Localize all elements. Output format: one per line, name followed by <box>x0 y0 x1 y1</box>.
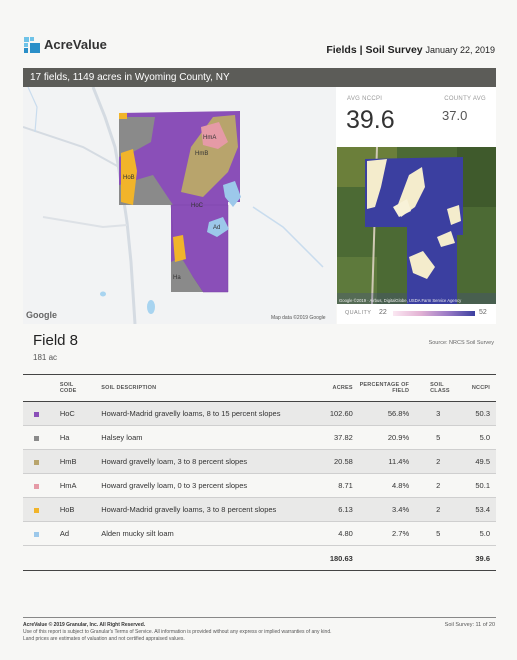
table-row: Ad Alden mucky silt loam 4.80 2.7% 5 5.0 <box>23 521 496 546</box>
soil-acres: 37.82 <box>301 425 354 450</box>
map-label-hoc: HoC <box>191 203 204 209</box>
soil-nccpi: 49.5 <box>470 449 496 474</box>
soil-color-swatch <box>34 507 39 513</box>
soil-percentage: 3.4% <box>353 497 411 522</box>
soil-code: Ha <box>58 425 101 450</box>
map-label-hma: HmA <box>203 135 216 141</box>
table-row: HmB Howard gravelly loam, 3 to 8 percent… <box>23 449 496 474</box>
soil-description: Halsey loam <box>100 425 302 450</box>
field-title: Field 8 <box>33 332 79 349</box>
soil-color-swatch <box>34 531 39 537</box>
soil-class: 3 <box>410 401 471 426</box>
header-title: Fields | Soil Survey January 22, 2019 <box>326 44 495 56</box>
col-acres: ACRES <box>301 374 354 402</box>
total-acres: 180.63 <box>301 545 354 571</box>
map-label-ad: Ad <box>213 225 220 231</box>
avg-nccpi-value: 39.6 <box>346 106 395 134</box>
satellite-attribution: Google ©2019 · Airbus, DigitalGlobe, USD… <box>339 298 462 303</box>
footer-text: AcreValue © 2019 Granular, Inc. All Righ… <box>23 622 332 644</box>
soil-percentage: 2.7% <box>353 521 411 546</box>
soil-code: HoC <box>58 401 101 426</box>
soil-percentage: 56.8% <box>353 401 411 426</box>
soil-map-drawing: HmA HmB HoB HoC Ad Ha <box>23 87 324 324</box>
source-note: Source: NRCS Soil Survey <box>428 340 494 346</box>
table-row: HoC Howard-Madrid gravelly loams, 8 to 1… <box>23 401 496 426</box>
col-nccpi: NCCPI <box>470 374 496 402</box>
soil-color-swatch <box>34 411 39 417</box>
page-number: Soil Survey: 11 of 20 <box>444 622 495 628</box>
map-attribution: Map data ©2019 Google <box>271 315 326 321</box>
soil-nccpi: 5.0 <box>470 425 496 450</box>
soil-code: HmA <box>58 473 101 498</box>
soil-map[interactable]: HmA HmB HoB HoC Ad Ha Google Map data ©2… <box>23 87 336 324</box>
col-soil-code: SOIL CODE <box>58 374 101 402</box>
map-label-ha: Ha <box>173 275 181 281</box>
soil-color-swatch <box>34 459 39 465</box>
col-soil-description: SOIL DESCRIPTION <box>100 374 302 402</box>
soil-description: Howard-Madrid gravelly loams, 8 to 15 pe… <box>100 401 302 426</box>
satellite-view[interactable]: Google ©2019 · Airbus, DigitalGlobe, USD… <box>337 147 496 304</box>
soil-acres: 20.58 <box>301 449 354 474</box>
soil-class: 5 <box>410 425 471 450</box>
total-nccpi: 39.6 <box>470 545 496 571</box>
soil-description: Howard gravelly loam, 3 to 8 percent slo… <box>100 449 302 474</box>
soil-nccpi: 50.1 <box>470 473 496 498</box>
soil-acres: 6.13 <box>301 497 354 522</box>
totals-row: 180.63 39.6 <box>23 545 496 571</box>
field-acres: 181 ac <box>33 353 58 362</box>
map-label-hob: HoB <box>123 175 135 181</box>
soil-class: 2 <box>410 473 471 498</box>
soil-percentage: 20.9% <box>353 425 411 450</box>
acrevalue-logo-icon <box>24 37 40 53</box>
table-row: Ha Halsey loam 37.82 20.9% 5 5.0 <box>23 425 496 450</box>
section-title: Fields | Soil Survey <box>326 44 423 56</box>
report-date: January 22, 2019 <box>425 45 495 55</box>
soil-table: SOIL CODE SOIL DESCRIPTION ACRES PERCENTA… <box>23 374 496 571</box>
soil-code: HmB <box>58 449 101 474</box>
col-percentage: PERCENTAGE OF FIELD <box>353 374 411 402</box>
soil-nccpi: 53.4 <box>470 497 496 522</box>
soil-nccpi: 50.3 <box>470 401 496 426</box>
soil-description: Howard gravelly loam, 0 to 3 percent slo… <box>100 473 302 498</box>
county-avg-label: COUNTY AVG <box>444 96 486 102</box>
logo-text: AcreValue <box>44 37 107 52</box>
soil-description: Howard-Madrid gravelly loams, 3 to 8 per… <box>100 497 302 522</box>
nccpi-stats: AVG NCCPI 39.6 COUNTY AVG 37.0 <box>336 87 496 147</box>
table-row: HmA Howard gravelly loam, 0 to 3 percent… <box>23 473 496 498</box>
soil-acres: 4.80 <box>301 521 354 546</box>
google-watermark: Google <box>26 310 57 320</box>
footer-terms: Use of this report is subject to Granula… <box>23 629 332 636</box>
quality-max: 52 <box>479 309 487 316</box>
table-header-row: SOIL CODE SOIL DESCRIPTION ACRES PERCENTA… <box>23 374 496 402</box>
soil-acres: 8.71 <box>301 473 354 498</box>
footer-divider <box>23 617 496 618</box>
summary-banner: 17 fields, 1149 acres in Wyoming County,… <box>23 68 496 87</box>
quality-label: QUALITY <box>345 310 372 316</box>
soil-percentage: 11.4% <box>353 449 411 474</box>
county-avg-value: 37.0 <box>442 108 468 123</box>
soil-color-swatch <box>34 435 39 441</box>
soil-percentage: 4.8% <box>353 473 411 498</box>
soil-class: 2 <box>410 497 471 522</box>
quality-min: 22 <box>379 309 387 316</box>
map-label-hmb: HmB <box>195 151 208 157</box>
table-row: HoB Howard-Madrid gravelly loams, 3 to 8… <box>23 497 496 522</box>
satellite-image <box>337 147 496 304</box>
soil-class: 5 <box>410 521 471 546</box>
soil-class: 2 <box>410 449 471 474</box>
footer-disclaimer: Land prices are estimates of valuation a… <box>23 636 185 643</box>
footer-copyright: AcreValue © 2019 Granular, Inc. All Righ… <box>23 622 146 628</box>
quality-gradient <box>393 311 475 316</box>
soil-nccpi: 5.0 <box>470 521 496 546</box>
soil-code: HoB <box>58 497 101 522</box>
quality-legend: QUALITY 22 52 <box>337 304 496 324</box>
soil-code: Ad <box>58 521 101 546</box>
soil-acres: 102.60 <box>301 401 354 426</box>
avg-nccpi-label: AVG NCCPI <box>347 96 383 102</box>
soil-color-swatch <box>34 483 39 489</box>
col-soil-class: SOIL CLASS <box>410 374 471 402</box>
soil-description: Alden mucky silt loam <box>100 521 302 546</box>
